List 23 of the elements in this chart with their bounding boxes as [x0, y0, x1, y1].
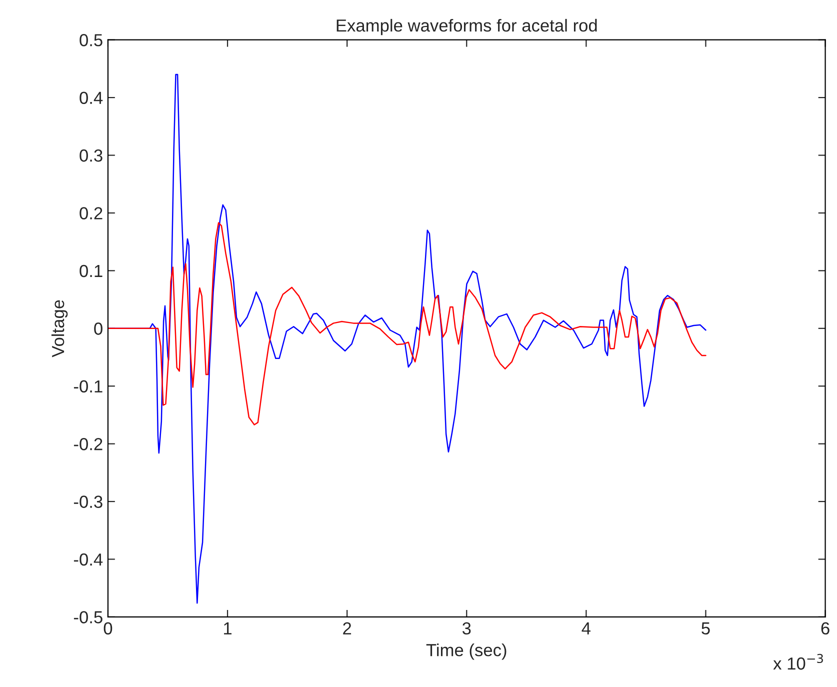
y-tick-label: 0.5: [80, 34, 102, 46]
x-tick-label: 6: [821, 622, 830, 635]
x-tick-label: 3: [462, 622, 471, 635]
line-series: [108, 222, 706, 426]
y-tick-label: -0.1: [74, 380, 102, 393]
x-tick-label: 5: [702, 622, 710, 635]
text: x 10$^{−3}$: [773, 654, 823, 670]
x-tick-label: 1: [224, 622, 232, 634]
y-tick-label: 0: [94, 322, 102, 335]
y-tick-label: -0.2: [74, 438, 102, 450]
y-tick-label: -0.3: [74, 496, 102, 508]
y-tick-label: 0.3: [80, 149, 102, 162]
x-tick-label: 2: [343, 622, 352, 634]
y-tick-label: 0.4: [80, 92, 103, 104]
y-tick-label: -0.4: [74, 553, 103, 566]
chart-title: Example waveforms for acetal rod: [336, 18, 597, 36]
y-tick-label: 0.2: [80, 207, 102, 220]
y-tick-label: 0.1: [80, 264, 102, 278]
x-tick-label: 4: [582, 622, 590, 634]
x-axis-title: Time (sec): [426, 644, 506, 660]
y-tick-label: -0.5: [74, 611, 102, 624]
y-axis-title: Voltage: [51, 300, 68, 358]
x-tick-label: 0: [104, 622, 112, 635]
